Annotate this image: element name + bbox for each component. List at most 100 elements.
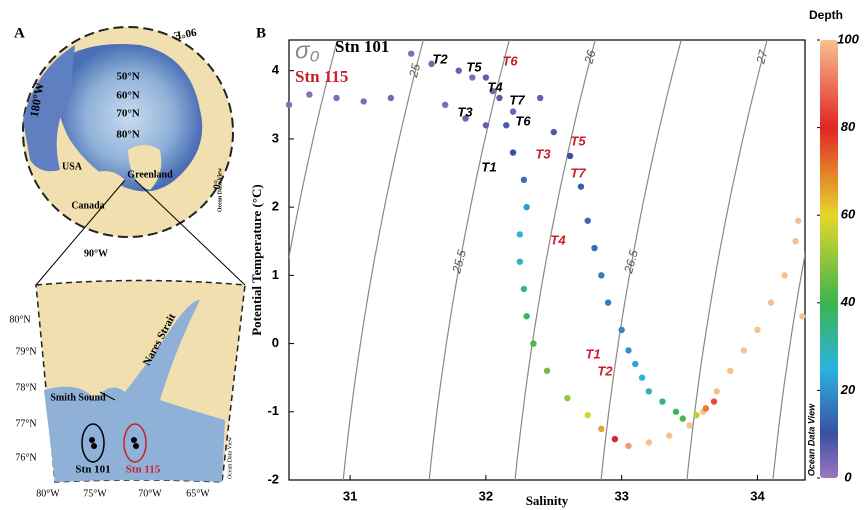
data-point <box>520 176 528 184</box>
zoom-line <box>35 179 126 286</box>
annotation: T1 <box>481 159 496 174</box>
annotation: T4 <box>550 232 566 247</box>
annotation: T6 <box>502 53 518 68</box>
data-point <box>550 128 557 136</box>
y-tick-label: 3 <box>272 130 279 145</box>
annotation: T5 <box>570 133 586 148</box>
annotation: T2 <box>597 363 613 378</box>
polar-map <box>22 26 234 238</box>
data-point <box>645 388 653 395</box>
data-point <box>672 408 680 415</box>
data-point <box>618 326 625 334</box>
data-point <box>516 258 524 265</box>
map-label: 78°N <box>15 382 36 393</box>
legend-label: Stn 115 <box>295 67 348 86</box>
y-tick-label: 0 <box>272 335 279 350</box>
data-point <box>666 432 673 439</box>
x-tick-label: 34 <box>750 488 765 503</box>
map-label: 80°W <box>36 488 60 499</box>
data-point <box>693 411 700 419</box>
sigma-label: σ₀ <box>295 37 320 64</box>
data-point <box>482 74 490 81</box>
y-tick-label: -2 <box>267 471 279 486</box>
data-point <box>754 326 761 334</box>
map-label: 70°W <box>138 488 162 499</box>
isopycnal-label: 27 <box>753 47 771 66</box>
map-label: USA <box>62 161 83 172</box>
data-point <box>767 299 775 306</box>
x-axis-label: Salinity <box>526 493 569 508</box>
data-point <box>686 422 693 429</box>
colorbar-tick-label: 20 <box>840 382 856 397</box>
data-point <box>625 442 632 450</box>
y-tick-label: -1 <box>267 403 279 418</box>
watermark: Ocean Data View <box>806 403 816 476</box>
map-label: Greenland <box>127 169 173 180</box>
data-point <box>387 94 395 102</box>
data-point <box>625 347 632 354</box>
station-label: Stn 115 <box>126 464 161 476</box>
data-point <box>503 122 510 129</box>
data-point <box>509 149 517 156</box>
data-point <box>604 299 612 306</box>
data-point <box>611 435 619 443</box>
map-label: 180°W <box>27 81 47 118</box>
isopycnal <box>686 40 768 480</box>
isopycnal <box>342 40 424 480</box>
map-label: Smith Sound <box>50 392 106 403</box>
data-point <box>523 203 530 211</box>
data-point <box>795 217 802 224</box>
data-point <box>564 394 571 402</box>
x-tick-label: 32 <box>479 488 493 503</box>
data-point <box>566 152 574 160</box>
map-label: 60°N <box>116 90 139 102</box>
data-point <box>591 244 598 252</box>
map-label: 75°W <box>83 488 107 499</box>
data-point <box>781 272 788 279</box>
annotation: T6 <box>515 113 531 128</box>
data-point <box>509 108 517 115</box>
data-point <box>638 374 646 381</box>
data-point <box>740 347 748 354</box>
colorbar-tick-label: 40 <box>840 294 856 309</box>
isopycnal <box>514 40 596 480</box>
y-tick-label: 2 <box>272 199 279 214</box>
x-tick-label: 31 <box>343 488 357 503</box>
data-point <box>584 411 591 419</box>
zoom-line <box>134 179 246 286</box>
annotation: T1 <box>585 346 600 361</box>
data-point <box>792 238 799 245</box>
data-point <box>530 340 537 347</box>
map-label: 80°N <box>116 129 139 141</box>
isopycnal-label: 26.5 <box>621 248 641 275</box>
colorbar-tick-label: 0 <box>844 469 852 484</box>
map-label: Ocean Data View <box>217 167 223 212</box>
data-point <box>645 439 653 446</box>
map-label: 50°N <box>116 71 139 83</box>
data-point <box>462 115 469 122</box>
colorbar-tick-label: 100 <box>837 31 859 46</box>
data-point <box>360 98 367 105</box>
isopycnal <box>428 40 510 480</box>
isopycnal-label: 25 <box>406 62 423 80</box>
data-point <box>523 313 530 320</box>
data-point <box>455 67 462 74</box>
map-label: 79°N <box>15 346 36 357</box>
data-point <box>516 231 524 238</box>
data-point <box>496 94 503 102</box>
plot-frame <box>288 39 806 481</box>
map-label: 90°W <box>84 248 108 259</box>
isopycnal-label: 25.5 <box>449 248 469 275</box>
map-label: 80°N <box>9 314 30 325</box>
colorbar-tick-label: 80 <box>841 119 856 134</box>
y-tick-label: 4 <box>272 62 280 77</box>
data-point <box>520 285 528 293</box>
data-point <box>659 398 666 405</box>
colorbar-tick-label: 60 <box>841 207 856 222</box>
map-label: 77°N <box>15 418 36 429</box>
data-point <box>489 87 496 95</box>
data-point <box>537 94 544 102</box>
annotation: T2 <box>432 51 448 66</box>
y-tick-label: 1 <box>272 267 279 282</box>
data-point <box>598 425 605 433</box>
